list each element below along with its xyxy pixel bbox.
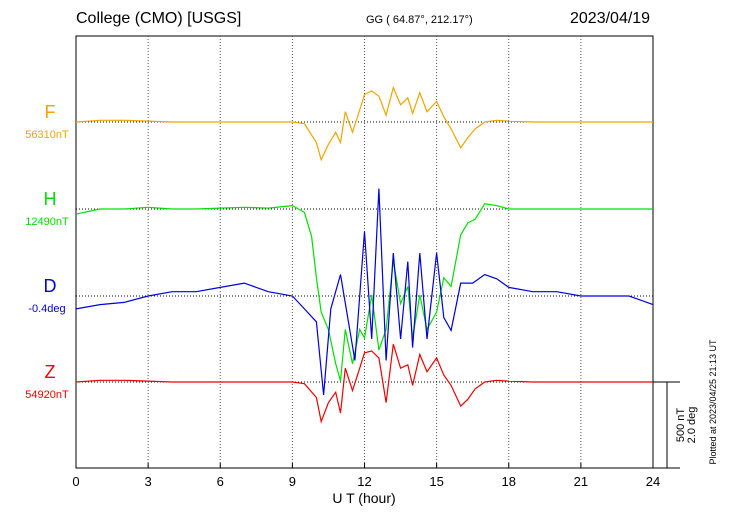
scale-bar-deg: 2.0 deg: [686, 407, 698, 444]
x-tick-label: 15: [429, 474, 443, 489]
series-name-Z: Z: [45, 362, 56, 382]
x-axis-label: U T (hour): [332, 490, 395, 506]
series-name-D: D: [44, 276, 57, 296]
trace-H: [75, 203, 653, 382]
x-tick-label: 6: [217, 474, 224, 489]
scale-bar: 500 nT 2.0 deg: [653, 381, 698, 469]
x-tick-label: 12: [357, 474, 371, 489]
x-tick-label: 21: [574, 474, 588, 489]
grid-lines: [76, 36, 653, 468]
series-labels: F 56310nT H 12490nT D -0.4deg Z 54920nT: [25, 102, 69, 401]
series-name-H: H: [44, 189, 57, 209]
x-tick-label: 3: [145, 474, 152, 489]
plotted-note: Plotted at 2023/04/25 21:13 UT: [708, 339, 718, 465]
trace-group: [75, 85, 654, 424]
station-coordinates: GG ( 64.87°, 212.17°): [366, 14, 473, 26]
x-axis-ticks: 0 3 6 9 12 15 18 21 24: [72, 463, 660, 489]
scale-bar-nt: 500 nT: [675, 408, 687, 443]
series-baseline-D: -0.4deg: [28, 303, 65, 315]
plot-date: 2023/04/19: [570, 10, 651, 27]
station-title: College (CMO) [USGS]: [76, 10, 242, 27]
trace-F: [75, 85, 653, 162]
x-tick-label: 18: [502, 474, 516, 489]
x-tick-label: 24: [646, 474, 660, 489]
trace-D: [75, 188, 654, 395]
x-tick-label: 9: [289, 474, 296, 489]
x-tick-label: 0: [72, 474, 79, 489]
series-baseline-F: 56310nT: [25, 129, 69, 141]
series-baseline-H: 12490nT: [25, 216, 69, 228]
series-baseline-Z: 54920nT: [25, 389, 69, 401]
series-name-F: F: [45, 102, 56, 122]
trace-Z: [75, 344, 653, 424]
